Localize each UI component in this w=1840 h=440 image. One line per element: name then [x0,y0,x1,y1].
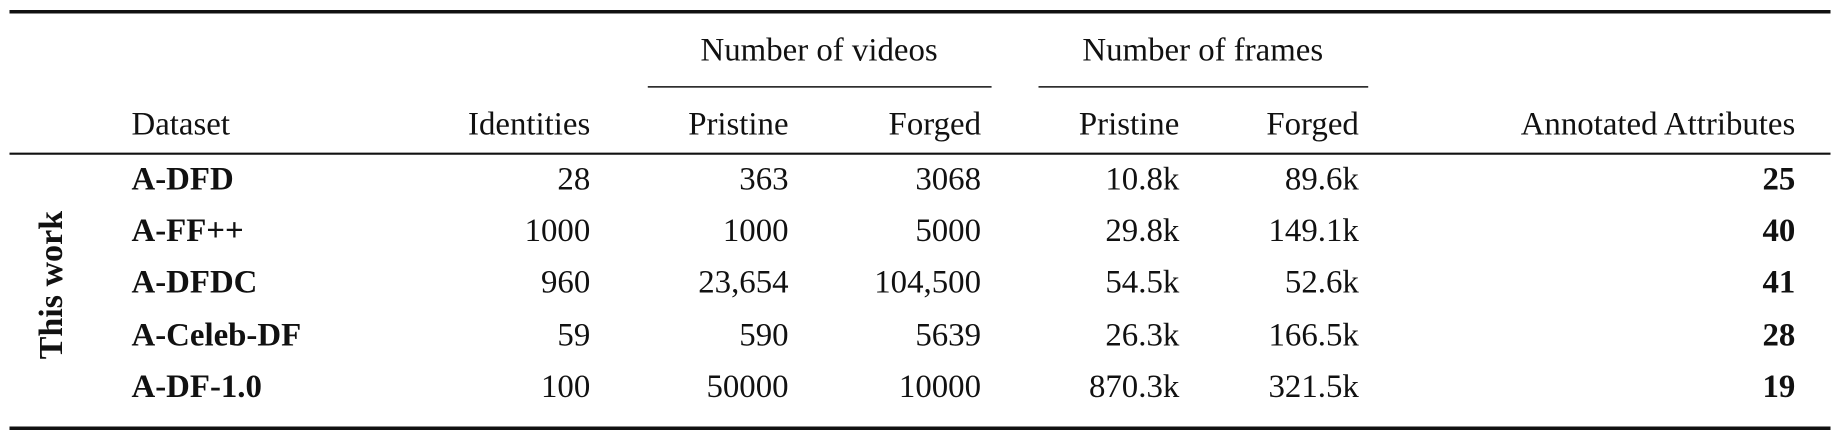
cell: 1000 [525,213,591,249]
cell: 10.8k [1105,161,1179,197]
column-header: Identities [468,106,590,142]
cell: 28 [1762,317,1795,353]
cell: 28 [557,161,590,197]
cell: 59 [557,317,590,353]
cell: 89.6k [1285,161,1359,197]
cell: 23,654 [698,265,788,301]
dataset-name: A-Celeb-DF [132,317,302,353]
column-header: Forged [889,106,982,142]
cell: 166.5k [1268,317,1359,353]
cell: 960 [541,265,590,301]
column-header: Pristine [1079,106,1179,142]
cell: 3068 [915,161,981,197]
column-header: Dataset [132,106,230,142]
cell: 5000 [915,213,981,249]
column-header: Forged [1266,106,1359,142]
cell: 5639 [915,317,981,353]
cell: 52.6k [1285,265,1359,301]
cell: 149.1k [1268,213,1359,249]
column-header: Annotated Attributes [1521,106,1796,142]
dataset-name: A-FF++ [132,213,244,249]
cell: 870.3k [1089,369,1180,405]
cell: 321.5k [1268,369,1359,405]
group-header: Number of frames [1082,32,1323,68]
dataset-name: A-DFDC [132,265,258,301]
cell: 363 [739,161,788,197]
cell: 104,500 [874,265,981,301]
side-label: This work [33,211,70,359]
cell: 50000 [706,369,788,405]
cell: 590 [739,317,788,353]
cell: 100 [541,369,590,405]
cell: 19 [1762,369,1795,405]
cell: 41 [1762,265,1795,301]
dataset-name: A-DFD [132,161,234,197]
cell: 26.3k [1105,317,1179,353]
cell: 54.5k [1105,265,1179,301]
cell: 10000 [899,369,981,405]
cell: 25 [1762,161,1795,197]
cell: 29.8k [1105,213,1179,249]
group-header: Number of videos [701,32,938,68]
dataset-name: A-DF-1.0 [132,369,262,405]
column-header: Pristine [688,106,788,142]
cell: 40 [1762,213,1795,249]
cell: 1000 [723,213,789,249]
